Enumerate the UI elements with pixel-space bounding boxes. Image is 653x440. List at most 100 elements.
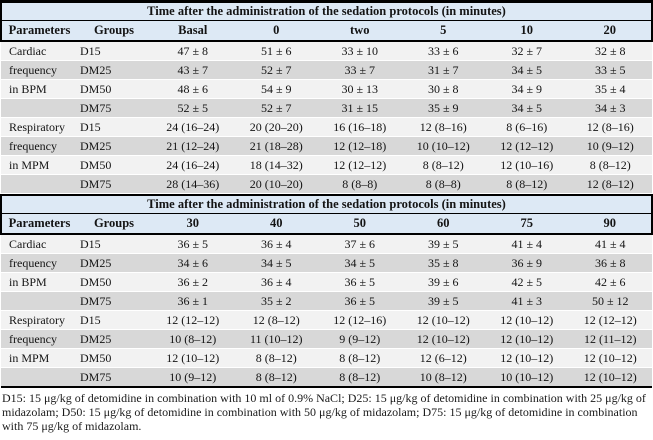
value-cell: 47 ± 8 — [151, 41, 235, 61]
column-header: 20 — [568, 20, 653, 42]
section-title: Time after the administration of the sed… — [0, 194, 653, 214]
value-cell: 12 (6–12) — [401, 348, 485, 368]
table-row: DM75 52 ± 5 52 ± 7 31 ± 15 35 ± 9 34 ± 5 34 ± … — [1, 98, 652, 118]
value-cell: 9 (9–12) — [318, 329, 402, 349]
value-cell: 8 (8–12) — [568, 155, 652, 175]
table-row: Cardiac D15 47 ± 8 51 ± 6 33 ± 10 33 ± 6 32 ± … — [1, 41, 652, 61]
column-header: 5 — [401, 20, 485, 42]
value-cell: 35 ± 8 — [401, 253, 485, 273]
value-cell: 30 ± 8 — [401, 79, 485, 99]
section-body: Cardiac D15 36 ± 5 36 ± 4 37 ± 6 39 ± 5 41 ± 4… — [1, 234, 652, 388]
value-cell: 42 ± 6 — [568, 272, 652, 292]
group-cell: D15 — [77, 310, 151, 330]
value-cell: 12 (12–18) — [318, 136, 402, 156]
column-header: Groups — [77, 20, 151, 42]
value-cell: 36 ± 5 — [318, 272, 402, 292]
group-cell: DM50 — [77, 79, 151, 99]
value-cell: 12 (10–12) — [568, 367, 652, 388]
value-cell: 41 ± 4 — [568, 234, 652, 254]
column-header: 90 — [568, 213, 653, 235]
value-cell: 33 ± 6 — [401, 41, 485, 61]
value-cell: 39 ± 5 — [401, 291, 485, 311]
column-header: 60 — [401, 213, 485, 235]
value-cell: 20 (10–20) — [234, 174, 318, 194]
value-cell: 34 ± 5 — [485, 60, 569, 80]
value-cell: 10 (8–12) — [151, 329, 235, 349]
value-cell: 48 ± 6 — [151, 79, 235, 99]
value-cell: 41 ± 3 — [485, 291, 569, 311]
value-cell: 31 ± 15 — [318, 98, 402, 118]
column-header: 30 — [151, 213, 235, 235]
table-row: Respiratory D15 24 (16–24) 20 (20–20) 16 (16… — [1, 117, 652, 137]
table-row: in BPM DM50 48 ± 6 54 ± 9 30 ± 13 30 ± 8 34 ± … — [1, 79, 652, 99]
group-cell: DM25 — [77, 136, 151, 156]
parameter-cell: in MPM — [1, 348, 77, 368]
parameter-cell: Respiratory — [1, 117, 77, 137]
table-row: Cardiac D15 36 ± 5 36 ± 4 37 ± 6 39 ± 5 41 ± 4… — [1, 234, 652, 254]
value-cell: 39 ± 5 — [401, 234, 485, 254]
value-cell: 31 ± 7 — [401, 60, 485, 80]
value-cell: 12 (8–16) — [568, 117, 652, 137]
value-cell: 32 ± 8 — [568, 41, 652, 61]
value-cell: 12 (12–12) — [318, 155, 402, 175]
group-cell: DM75 — [77, 174, 151, 194]
value-cell: 36 ± 5 — [151, 234, 235, 254]
table-row: frequency DM25 43 ± 7 52 ± 7 33 ± 7 31 ± 7 34 … — [1, 60, 652, 80]
value-cell: 33 ± 7 — [318, 60, 402, 80]
value-cell: 41 ± 4 — [485, 234, 569, 254]
group-cell: DM50 — [77, 272, 151, 292]
column-header: two — [318, 20, 402, 42]
value-cell: 36 ± 5 — [318, 291, 402, 311]
column-header: 40 — [234, 213, 318, 235]
value-cell: 8 (8–12) — [401, 155, 485, 175]
group-cell: DM75 — [77, 291, 151, 311]
value-cell: 20 (20–20) — [234, 117, 318, 137]
value-cell: 8 (8–12) — [318, 367, 402, 388]
value-cell: 33 ± 5 — [568, 60, 652, 80]
group-cell: D15 — [77, 117, 151, 137]
value-cell: 10 (9–12) — [151, 367, 235, 388]
value-cell: 11 (10–12) — [234, 329, 318, 349]
table-row: frequency DM25 10 (8–12) 11 (10–12) 9 (9–12)… — [1, 329, 652, 349]
section-title-row: Time after the administration of the sed… — [0, 194, 653, 214]
parameter-cell: in MPM — [1, 155, 77, 175]
value-cell: 12 (12–12) — [151, 310, 235, 330]
column-header: 50 — [318, 213, 402, 235]
value-cell: 34 ± 5 — [485, 98, 569, 118]
value-cell: 52 ± 7 — [234, 60, 318, 80]
column-header: Parameters — [0, 20, 77, 42]
group-cell: DM25 — [77, 60, 151, 80]
value-cell: 52 ± 7 — [234, 98, 318, 118]
table-row: Respiratory D15 12 (12–12) 12 (8–12) 12 (12–… — [1, 310, 652, 330]
section-title: Time after the administration of the sed… — [0, 0, 653, 21]
value-cell: 24 (16–24) — [151, 155, 235, 175]
parameter-cell: frequency — [1, 253, 77, 273]
value-cell: 35 ± 2 — [234, 291, 318, 311]
value-cell: 12 (10–12) — [568, 348, 652, 368]
table-row: in MPM DM50 24 (16–24) 18 (14–32) 12 (12–12)… — [1, 155, 652, 175]
table-section-0-to-20-min: Time after the administration of the sed… — [0, 0, 653, 194]
parameter-cell — [1, 174, 77, 194]
value-cell: 8 (8–12) — [318, 348, 402, 368]
value-cell: 12 (11–12) — [568, 329, 652, 349]
value-cell: 8 (8–12) — [234, 348, 318, 368]
value-cell: 12 (10–12) — [401, 329, 485, 349]
value-cell: 8 (8–12) — [234, 367, 318, 388]
value-cell: 51 ± 6 — [234, 41, 318, 61]
parameter-cell — [1, 367, 77, 388]
value-cell: 21 (18–28) — [234, 136, 318, 156]
value-cell: 52 ± 5 — [151, 98, 235, 118]
value-cell: 10 (8–12) — [401, 367, 485, 388]
table-row: in MPM DM50 12 (10–12) 8 (8–12) 8 (8–12) 12 (… — [1, 348, 652, 368]
group-cell: DM25 — [77, 253, 151, 273]
column-header: 10 — [485, 20, 569, 42]
group-cell: D15 — [77, 234, 151, 254]
column-header-row: Parameters Groups 30 40 50 60 75 90 — [0, 213, 653, 235]
value-cell: 12 (10–12) — [485, 310, 569, 330]
value-cell: 34 ± 6 — [151, 253, 235, 273]
value-cell: 12 (12–12) — [485, 136, 569, 156]
value-cell: 54 ± 9 — [234, 79, 318, 99]
value-cell: 12 (10–12) — [151, 348, 235, 368]
value-cell: 36 ± 9 — [485, 253, 569, 273]
value-cell: 36 ± 8 — [568, 253, 652, 273]
